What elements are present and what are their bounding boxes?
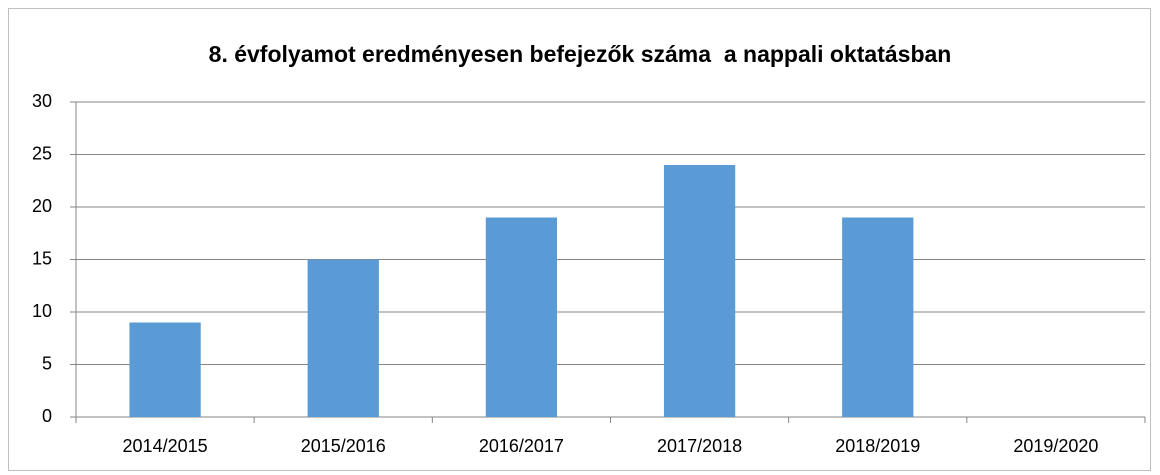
x-tick-label: 2015/2016 bbox=[301, 436, 386, 456]
y-tick-label: 20 bbox=[32, 196, 52, 216]
x-tick-label: 2016/2017 bbox=[479, 436, 564, 456]
bar bbox=[485, 217, 558, 417]
bar bbox=[307, 259, 379, 417]
y-tick-label: 25 bbox=[32, 143, 52, 163]
x-tick-label: 2017/2018 bbox=[657, 436, 742, 456]
bar bbox=[842, 217, 914, 417]
chart-title: 8. évfolyamot eredményesen befejezők szá… bbox=[209, 41, 952, 67]
y-tick-label: 10 bbox=[32, 301, 52, 321]
x-tick-label: 2019/2020 bbox=[1013, 436, 1098, 456]
bar bbox=[129, 322, 201, 417]
x-tick-label: 2014/2015 bbox=[123, 436, 208, 456]
x-tick-label: 2018/2019 bbox=[835, 436, 920, 456]
y-tick-label: 5 bbox=[42, 353, 52, 373]
y-tick-label: 0 bbox=[42, 406, 52, 426]
y-tick-label: 30 bbox=[32, 91, 52, 111]
bar bbox=[663, 165, 736, 417]
y-tick-label: 15 bbox=[32, 248, 52, 268]
